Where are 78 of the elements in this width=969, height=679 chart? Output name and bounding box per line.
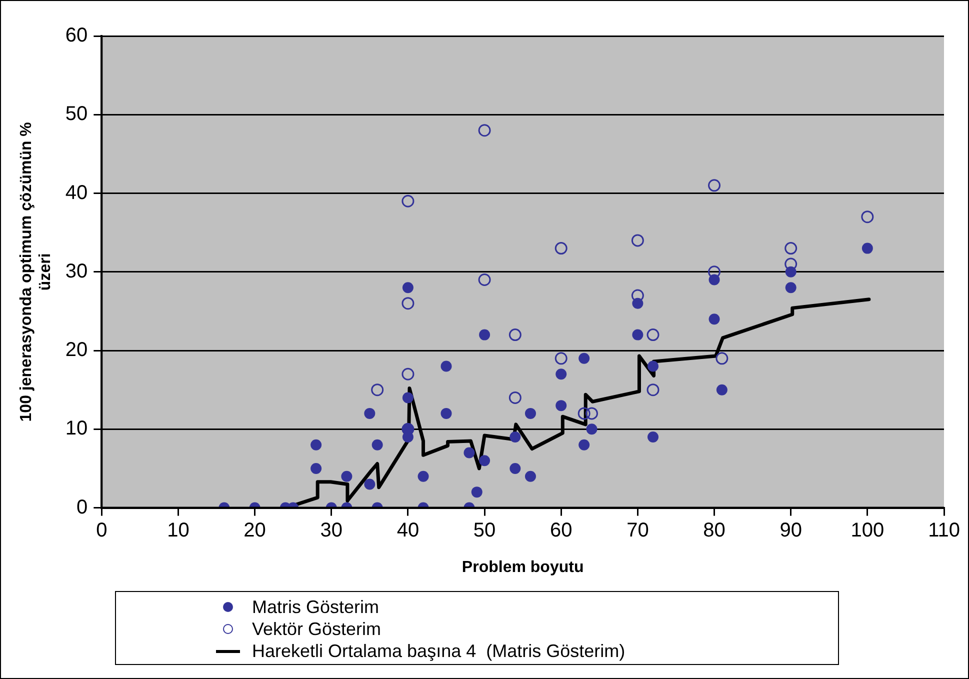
x-tick-label: 0: [96, 519, 108, 542]
x-tick-label: 20: [244, 519, 266, 542]
point: [364, 478, 376, 490]
y-tick-label: 40: [65, 182, 88, 204]
point: [364, 408, 376, 419]
point: [646, 328, 660, 342]
point: [648, 360, 659, 372]
point: [554, 352, 568, 365]
point: [310, 439, 322, 450]
point: [464, 447, 475, 458]
point: [785, 266, 796, 278]
point: [478, 124, 491, 137]
point: [402, 194, 414, 208]
point: [371, 384, 384, 396]
point: [418, 470, 429, 482]
x-axis-title: Problem boyutu: [462, 558, 584, 576]
x-tick-label: 60: [550, 519, 572, 542]
point: [784, 258, 798, 270]
point: [510, 432, 521, 443]
point: [508, 391, 522, 404]
point: [861, 210, 874, 224]
y-tick-label: 50: [65, 103, 88, 126]
point: [556, 368, 567, 380]
point: [716, 352, 728, 365]
point: [471, 486, 482, 498]
legend-label: Vektör Gösterim: [252, 618, 382, 640]
point: [372, 439, 383, 450]
point: [402, 392, 414, 404]
point: [310, 462, 322, 474]
x-tick-label: 40: [396, 519, 420, 542]
legend-label: Hareketli Ortalama başına 4 (Matris Gösterim): [252, 640, 626, 662]
y-tick-label: 20: [65, 339, 88, 362]
point: [586, 424, 598, 435]
point: [708, 314, 720, 325]
point: [578, 352, 590, 364]
point: [578, 407, 590, 420]
point: [632, 329, 644, 340]
point: [524, 470, 536, 482]
point: [402, 297, 414, 310]
x-tick-label: 30: [320, 519, 343, 542]
point: [508, 328, 522, 342]
point: [556, 400, 567, 412]
point: [708, 274, 720, 286]
x-tick-label: 90: [780, 519, 802, 542]
y-tick-label: 0: [76, 496, 88, 518]
point: [479, 455, 490, 466]
point: [785, 282, 796, 294]
point: [554, 242, 568, 255]
x-tick-label: 50: [473, 519, 496, 542]
point: [402, 282, 414, 294]
point: [716, 384, 728, 396]
point: [510, 462, 521, 474]
y-tick-label: 10: [65, 418, 88, 440]
point: [440, 408, 452, 419]
point: [524, 408, 536, 419]
point: [440, 360, 452, 372]
point: [402, 368, 414, 380]
x-tick-label: 100: [850, 519, 884, 542]
point: [341, 470, 352, 482]
x-tick-label: 80: [703, 519, 726, 542]
legend-label: Matris Gösterim: [252, 596, 380, 618]
point: [862, 242, 873, 254]
point: [478, 274, 491, 286]
point: [646, 384, 660, 396]
point: [585, 407, 598, 420]
point: [479, 329, 490, 340]
point: [708, 179, 721, 192]
x-tick-label: 70: [626, 519, 649, 542]
y-tick-label: 60: [65, 24, 88, 47]
x-tick-label: 10: [167, 519, 190, 542]
point: [631, 234, 644, 247]
point: [578, 439, 590, 450]
point: [784, 242, 798, 255]
x-tick-label: 110: [928, 519, 960, 542]
point: [632, 298, 644, 309]
point: [648, 432, 659, 443]
y-axis-title: 100 jenerasyonda optimum çözümün % üzeri: [18, 122, 54, 422]
y-tick-label: 30: [65, 260, 88, 282]
